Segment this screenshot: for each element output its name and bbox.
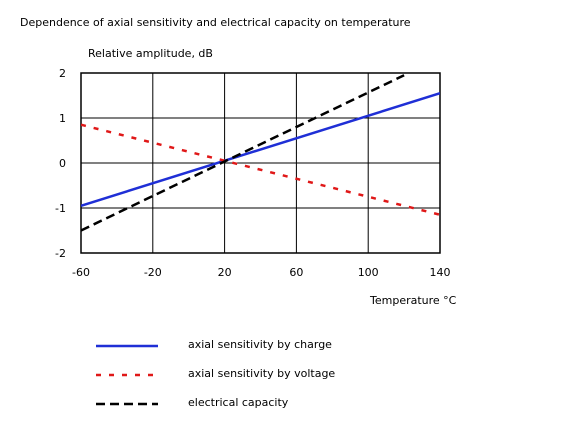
y-tick-label: -2 [55,247,66,260]
series-line [81,74,405,232]
x-tick-label: 100 [358,266,379,279]
legend-label: axial sensitivity by voltage [188,367,335,380]
legend-label: electrical capacity [188,396,289,409]
y-tick-label: -1 [55,202,66,215]
plot-lines [81,74,440,232]
y-tick-label: 2 [59,67,66,80]
legend-label: axial sensitivity by charge [188,338,332,351]
x-tick-label: -60 [72,266,90,279]
y-axis-label: Relative amplitude, dB [88,47,213,60]
chart-title: Dependence of axial sensitivity and elec… [20,16,411,29]
x-tick-label: 140 [430,266,451,279]
series-line [81,92,440,207]
series-line [81,123,440,216]
x-tick-label: -20 [144,266,162,279]
x-tick-label: 60 [289,266,303,279]
y-tick-label: 0 [59,157,66,170]
y-tick-label: 1 [59,112,66,125]
x-axis-label: Temperature °C [369,294,457,307]
x-tick-label: 20 [218,266,232,279]
